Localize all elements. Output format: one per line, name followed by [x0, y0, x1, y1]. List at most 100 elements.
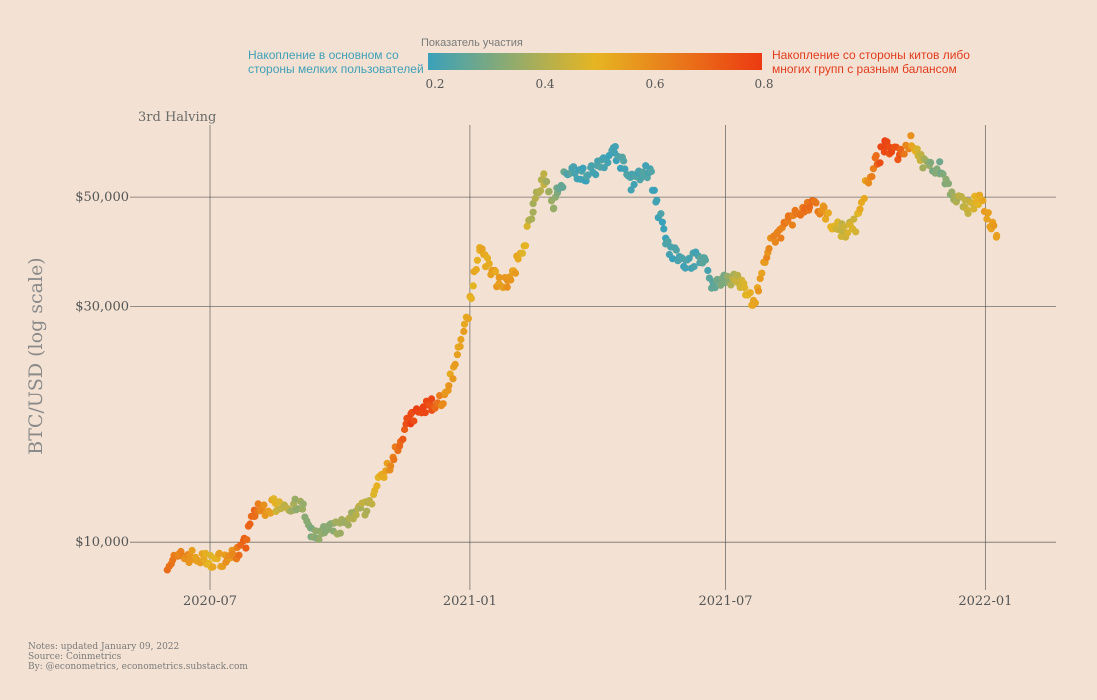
data-point	[653, 196, 661, 204]
data-point	[900, 150, 908, 158]
data-point	[559, 183, 567, 191]
x-tick-labels: 2020-07 2021-01 2021-07 2022-01	[183, 594, 1012, 609]
data-point	[657, 210, 665, 218]
data-point	[990, 222, 998, 230]
data-point	[627, 186, 635, 194]
data-point	[473, 256, 481, 264]
legend-left-line1: Накопление в основном со	[248, 48, 399, 62]
notes-source: Source: Coinmetrics	[28, 652, 122, 662]
data-point	[428, 395, 436, 403]
y-tick-50000: $50,000	[75, 190, 129, 205]
legend-tick-3: 0.8	[754, 77, 773, 91]
data-point	[543, 178, 551, 186]
data-point	[850, 215, 858, 223]
data-point	[235, 551, 243, 559]
gridlines	[130, 125, 1056, 590]
data-point	[387, 462, 395, 470]
data-point	[650, 186, 658, 194]
data-point	[587, 162, 596, 170]
y-tick-labels: $10,000 $30,000 $50,000	[75, 190, 129, 550]
data-point	[511, 269, 520, 277]
y-axis-title: BTC/USD (log scale)	[25, 257, 47, 454]
data-point	[868, 173, 876, 181]
data-point	[806, 203, 814, 211]
data-point	[363, 507, 371, 515]
legend-tick-2: 0.6	[645, 77, 664, 91]
data-point	[291, 495, 299, 503]
data-point	[872, 152, 880, 160]
data-point	[467, 294, 475, 303]
data-point	[368, 500, 376, 508]
data-point	[380, 473, 388, 481]
data-point	[913, 145, 921, 153]
data-point	[771, 238, 780, 246]
x-tick-2022-01: 2022-01	[958, 594, 1012, 609]
data-point	[243, 536, 251, 544]
data-point	[844, 229, 852, 237]
data-point	[531, 194, 539, 203]
data-point	[540, 170, 548, 178]
data-point	[495, 273, 503, 281]
data-point	[664, 237, 672, 246]
data-point	[672, 246, 680, 254]
data-point	[944, 180, 953, 188]
data-point	[741, 284, 749, 292]
data-point	[970, 205, 978, 213]
data-point	[852, 228, 860, 236]
data-point	[521, 242, 530, 250]
data-point	[503, 283, 511, 291]
data-point	[685, 254, 693, 262]
x-tick-2021-01: 2021-01	[443, 594, 497, 609]
data-point	[518, 249, 527, 257]
data-point	[254, 500, 262, 508]
x-tick-2021-07: 2021-07	[699, 594, 753, 609]
data-point	[936, 158, 944, 166]
data-point	[660, 225, 668, 233]
data-point	[993, 231, 1001, 240]
data-point	[690, 263, 698, 271]
data-point	[812, 199, 820, 207]
data-point	[983, 215, 991, 223]
data-point	[491, 268, 500, 276]
data-point	[824, 209, 833, 217]
data-point	[600, 164, 608, 172]
legend-left-line2: стороны мелких пользователей	[248, 62, 424, 76]
data-point	[215, 549, 223, 558]
data-point	[658, 218, 667, 226]
data-point	[734, 271, 742, 279]
data-point	[979, 196, 987, 205]
data-point	[460, 327, 468, 336]
data-point	[569, 163, 578, 171]
notes-author: By: @econometrics, econometrics.substack…	[28, 662, 248, 672]
x-tick-2020-07: 2020-07	[183, 594, 237, 609]
data-point	[373, 482, 381, 490]
data-point	[788, 221, 797, 229]
legend-right-line1: Накопление со стороны китов либо	[772, 48, 970, 62]
data-point	[445, 382, 453, 390]
data-point	[964, 209, 972, 217]
legend-tick-1: 0.4	[535, 77, 554, 91]
data-point	[478, 245, 486, 253]
data-point	[472, 266, 480, 274]
data-point	[456, 342, 464, 351]
data-point	[399, 435, 407, 443]
data-point	[352, 511, 360, 519]
data-point	[453, 351, 461, 359]
data-point	[410, 417, 418, 425]
data-point	[856, 205, 864, 213]
data-point	[579, 164, 587, 172]
data-point	[421, 409, 429, 417]
data-point	[528, 215, 536, 223]
data-point	[185, 558, 193, 567]
scatter-points	[163, 132, 1001, 574]
data-point	[483, 254, 492, 262]
data-point	[604, 159, 612, 167]
data-point	[820, 203, 828, 211]
data-point	[919, 164, 927, 172]
legend-right-line2: многих групп с разным балансом	[772, 62, 957, 76]
data-point	[390, 456, 398, 464]
data-point	[681, 264, 689, 272]
data-point	[469, 282, 477, 290]
legend-tick-0: 0.2	[425, 77, 444, 91]
